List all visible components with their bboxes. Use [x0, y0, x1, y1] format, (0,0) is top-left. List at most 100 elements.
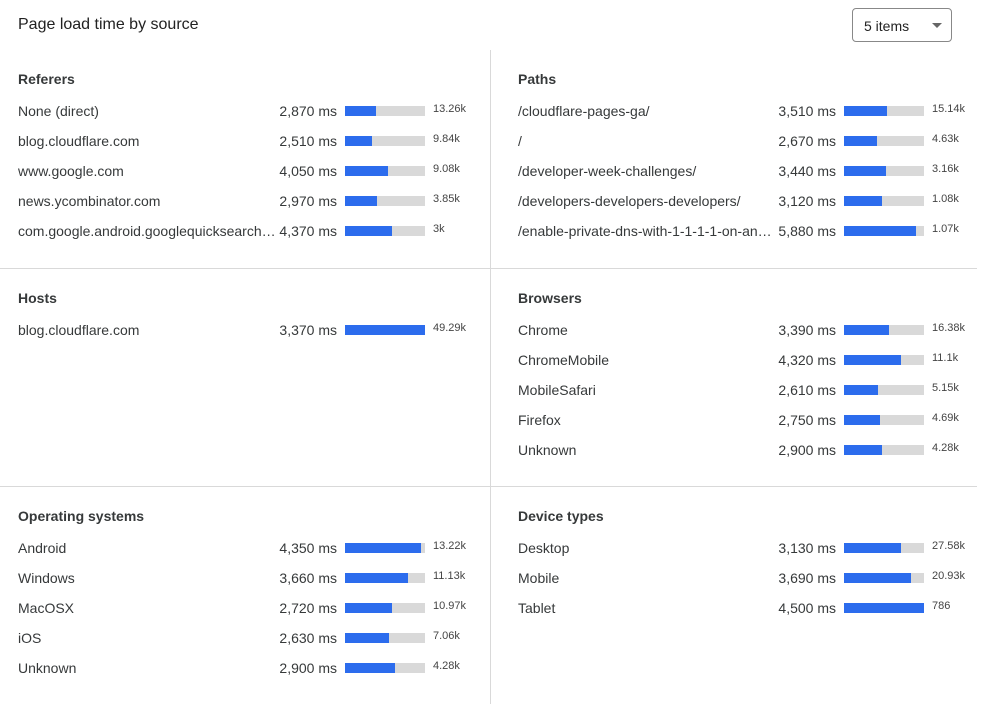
- items-count-select[interactable]: 5 items: [852, 8, 952, 42]
- load-time: 3,390 ms: [778, 322, 836, 338]
- item-label: MobileSafari: [518, 382, 596, 398]
- chevron-down-icon: [932, 23, 942, 28]
- request-count: 16.38k: [932, 322, 966, 334]
- load-time-bar: [345, 226, 425, 236]
- bar-fill: [844, 136, 877, 146]
- item-label: None (direct): [18, 103, 99, 119]
- list-item: MacOSX 2,720 ms 10.97k: [0, 600, 486, 630]
- request-count: 7.06k: [433, 630, 460, 642]
- item-label: Unknown: [18, 660, 77, 676]
- load-time-bar: [345, 106, 425, 116]
- request-count: 5.15k: [932, 382, 959, 394]
- item-label: com.google.android.googlequicksearchbox: [18, 223, 276, 239]
- load-time: 5,880 ms: [778, 223, 836, 239]
- item-label: /enable-private-dns-with-1-1-1-1-on-andr…: [518, 223, 774, 239]
- bar-fill: [345, 633, 389, 643]
- list-item: /cloudflare-pages-ga/ 3,510 ms 15.14k: [486, 103, 972, 133]
- item-label: Mobile: [518, 570, 560, 586]
- request-count: 49.29k: [433, 322, 467, 334]
- request-count: 1.08k: [932, 193, 959, 205]
- item-label: Desktop: [518, 540, 570, 556]
- bar-fill: [345, 325, 425, 335]
- item-label: MacOSX: [18, 600, 75, 616]
- item-label: news.ycombinator.com: [18, 193, 161, 209]
- item-label: /: [518, 133, 522, 149]
- list-item: Firefox 2,750 ms 4.69k: [486, 412, 972, 442]
- load-time: 4,370 ms: [279, 223, 337, 239]
- list-item: blog.cloudflare.com 2,510 ms 9.84k: [0, 133, 486, 163]
- request-count: 4.69k: [932, 412, 959, 424]
- load-time-bar: [844, 166, 924, 176]
- list-item: news.ycombinator.com 2,970 ms 3.85k: [0, 193, 486, 223]
- bar-fill: [844, 355, 901, 365]
- load-time-bar: [844, 573, 924, 583]
- load-time-bar: [844, 196, 924, 206]
- load-time: 2,870 ms: [279, 103, 337, 119]
- list-item: None (direct) 2,870 ms 13.26k: [0, 103, 486, 133]
- list-item: Unknown 2,900 ms 4.28k: [0, 660, 486, 690]
- load-time: 4,050 ms: [279, 163, 337, 179]
- item-label: /developer-week-challenges/: [518, 163, 697, 179]
- item-label: ChromeMobile: [518, 352, 610, 368]
- list-item: blog.cloudflare.com 3,370 ms 49.29k: [0, 322, 486, 352]
- list-item: MobileSafari 2,610 ms 5.15k: [486, 382, 972, 412]
- load-time: 3,440 ms: [778, 163, 836, 179]
- bar-fill: [844, 385, 879, 395]
- load-time: 3,690 ms: [778, 570, 836, 586]
- bar-fill: [345, 166, 389, 176]
- load-time-bar: [844, 445, 924, 455]
- item-label: Windows: [18, 570, 75, 586]
- list-item: Chrome 3,390 ms 16.38k: [486, 322, 972, 352]
- section-title: Paths: [518, 71, 557, 87]
- load-time-bar: [844, 226, 924, 236]
- load-time: 3,370 ms: [279, 322, 337, 338]
- list-item: Unknown 2,900 ms 4.28k: [486, 442, 972, 472]
- header: Page load time by source 5 items: [0, 0, 982, 50]
- request-count: 4.28k: [433, 660, 460, 672]
- request-count: 15.14k: [932, 103, 966, 115]
- bar-fill: [844, 573, 912, 583]
- load-time-bar: [844, 136, 924, 146]
- load-time: 2,900 ms: [778, 442, 836, 458]
- list-item: Windows 3,660 ms 11.13k: [0, 570, 486, 600]
- item-label: blog.cloudflare.com: [18, 322, 140, 338]
- list-item: Mobile 3,690 ms 20.93k: [486, 570, 972, 600]
- load-time: 2,670 ms: [778, 133, 836, 149]
- bar-fill: [844, 603, 924, 613]
- request-count: 9.08k: [433, 163, 460, 175]
- list-item: / 2,670 ms 4.63k: [486, 133, 972, 163]
- request-count: 1.07k: [932, 223, 959, 235]
- section-title: Device types: [518, 508, 604, 524]
- section-paths: Paths /cloudflare-pages-ga/ 3,510 ms 15.…: [486, 50, 977, 268]
- list-item: www.google.com 4,050 ms 9.08k: [0, 163, 486, 193]
- request-count: 4.63k: [932, 133, 959, 145]
- load-time: 2,750 ms: [778, 412, 836, 428]
- load-time-bar: [345, 325, 425, 335]
- list-item: Android 4,350 ms 13.22k: [0, 540, 486, 570]
- load-time: 2,720 ms: [279, 600, 337, 616]
- load-time-bar: [844, 106, 924, 116]
- load-time: 4,500 ms: [778, 600, 836, 616]
- load-time: 2,630 ms: [279, 630, 337, 646]
- load-time-bar: [345, 663, 425, 673]
- bar-fill: [345, 226, 393, 236]
- load-time-bar: [345, 136, 425, 146]
- bar-fill: [844, 543, 901, 553]
- bar-fill: [345, 573, 409, 583]
- select-value: 5 items: [864, 18, 910, 34]
- section-operating-systems: Operating systems Android 4,350 ms 13.22…: [0, 486, 491, 704]
- page-title: Page load time by source: [18, 16, 199, 33]
- request-count: 20.93k: [932, 570, 966, 582]
- item-label: iOS: [18, 630, 42, 646]
- section-title: Browsers: [518, 290, 582, 306]
- list-item: /enable-private-dns-with-1-1-1-1-on-andr…: [486, 223, 972, 253]
- section-device-types: Device types Desktop 3,130 ms 27.58k Mob…: [486, 486, 977, 704]
- load-time-bar: [345, 573, 425, 583]
- item-label: Chrome: [518, 322, 568, 338]
- request-count: 9.84k: [433, 133, 460, 145]
- request-count: 10.97k: [433, 600, 467, 612]
- bar-fill: [844, 415, 880, 425]
- load-time: 4,320 ms: [778, 352, 836, 368]
- item-label: Android: [18, 540, 67, 556]
- bar-fill: [844, 196, 883, 206]
